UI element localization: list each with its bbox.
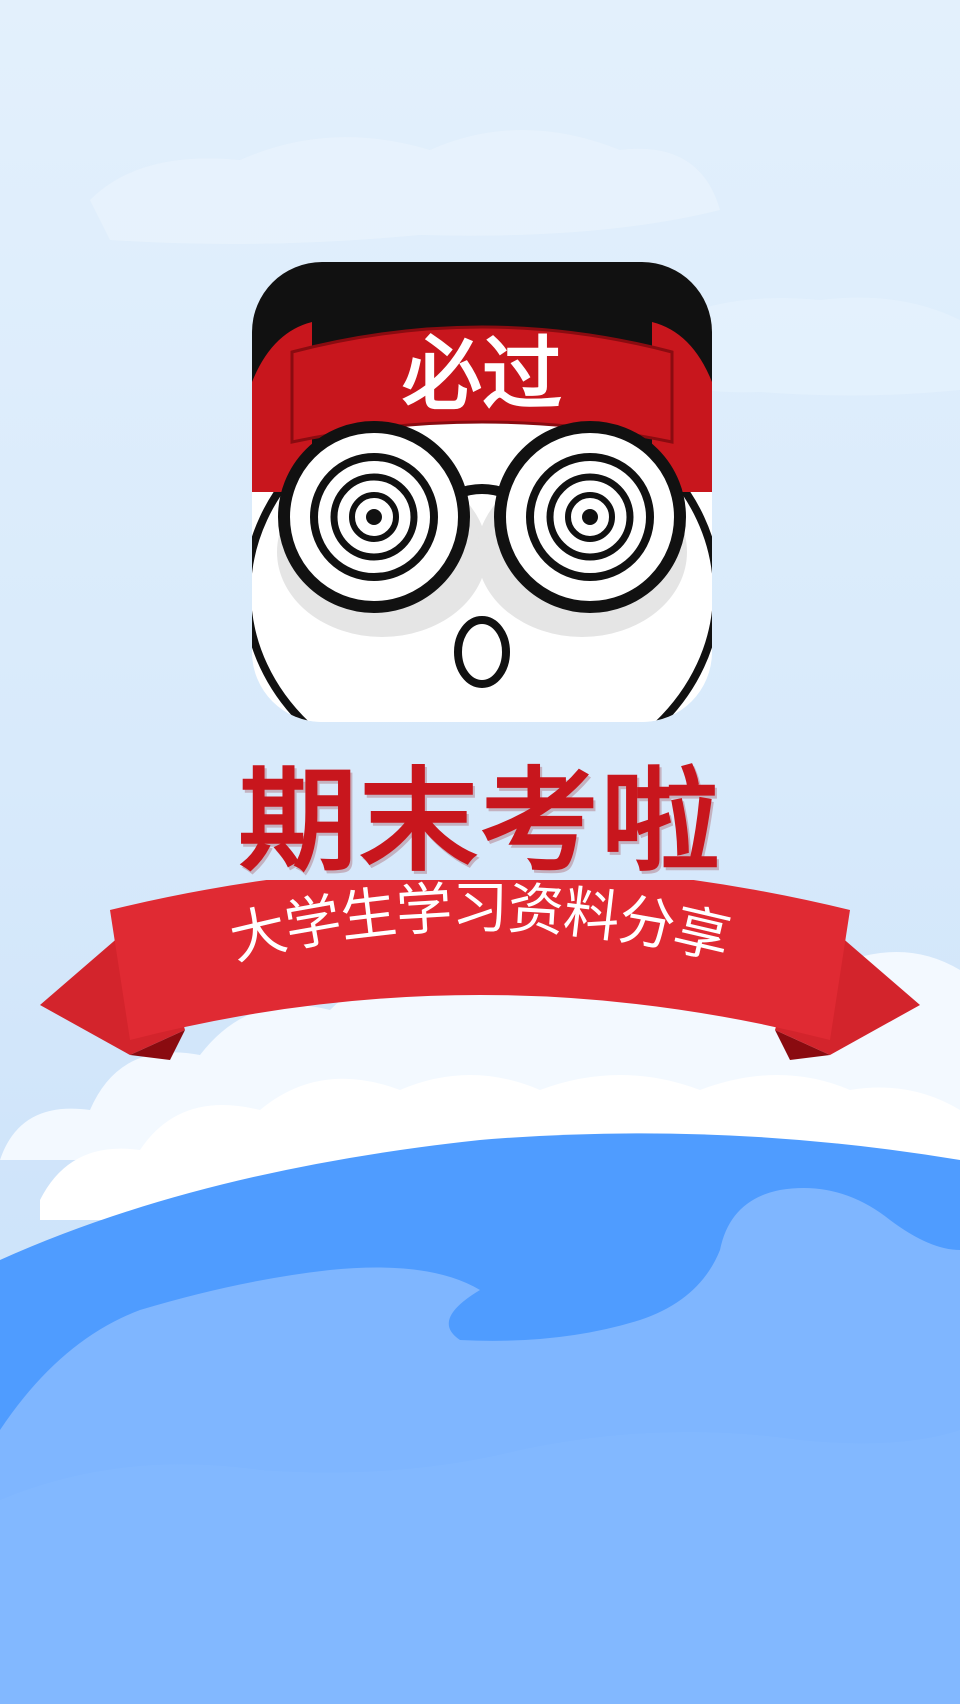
tagline-ribbon: 大学生学习资料分享 [0,880,960,1100]
app-title: 期末考啦 [238,757,722,887]
app-icon: 必过 [252,262,712,722]
headband-text: 必过 [402,327,562,421]
mascot-face-icon: 必过 [252,262,712,722]
